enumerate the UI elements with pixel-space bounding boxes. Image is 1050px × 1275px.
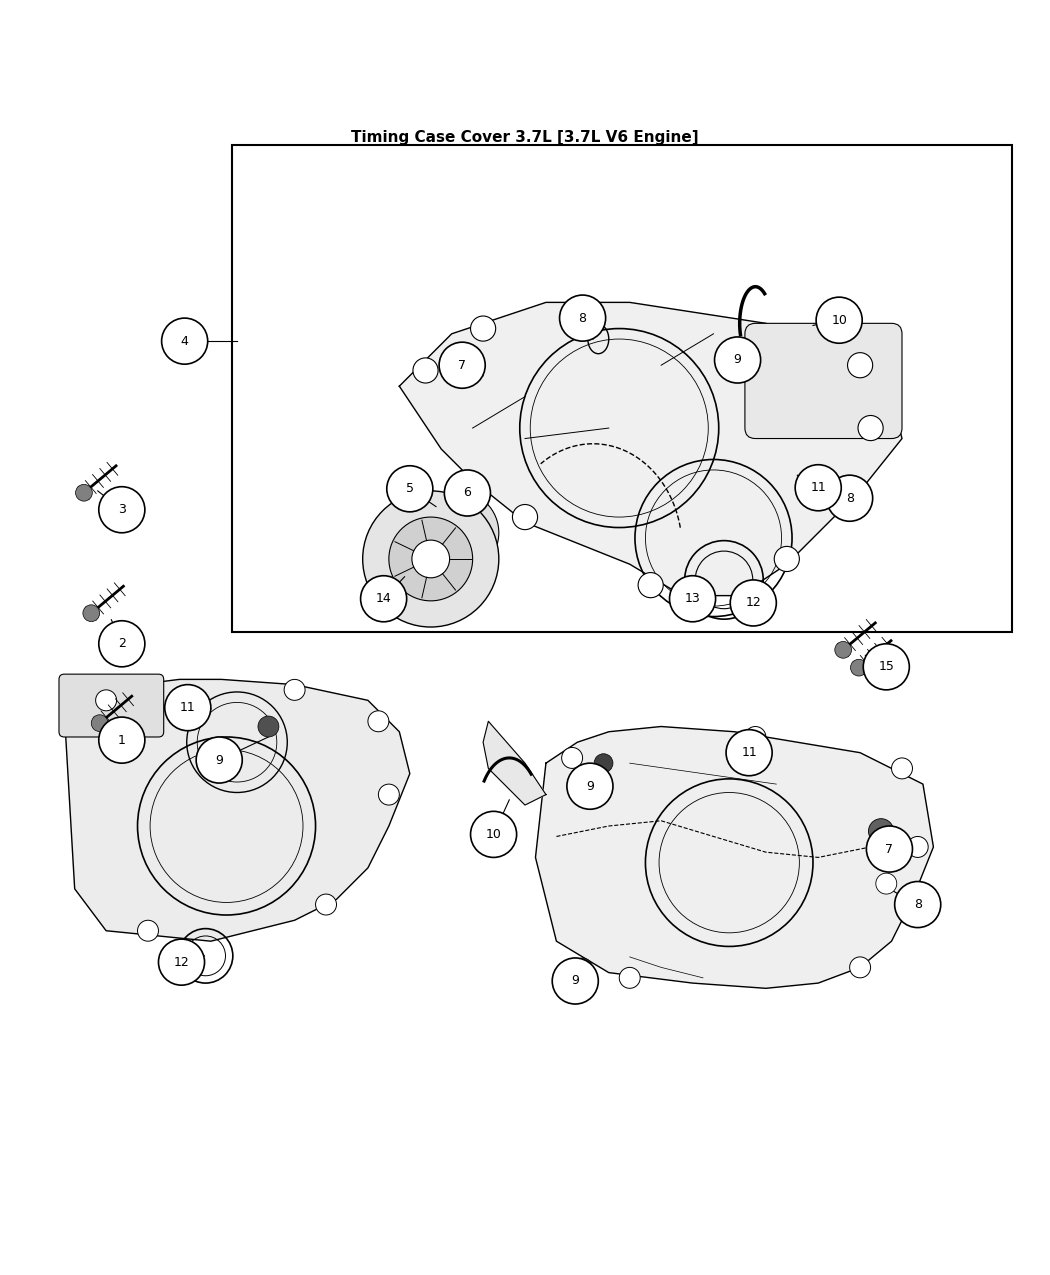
Circle shape — [83, 604, 100, 622]
Text: 8: 8 — [914, 898, 922, 912]
Circle shape — [316, 894, 336, 915]
Circle shape — [159, 940, 205, 986]
Polygon shape — [483, 722, 546, 805]
Circle shape — [891, 757, 912, 779]
Text: 6: 6 — [463, 487, 471, 500]
Circle shape — [907, 836, 928, 857]
Circle shape — [826, 476, 873, 521]
Circle shape — [512, 505, 538, 529]
Text: 2: 2 — [118, 638, 126, 650]
Circle shape — [716, 352, 732, 368]
Text: Timing Case Cover 3.7L [3.7L V6 Engine]: Timing Case Cover 3.7L [3.7L V6 Engine] — [351, 130, 699, 144]
Text: 9: 9 — [734, 353, 741, 366]
Circle shape — [850, 659, 867, 676]
Circle shape — [567, 764, 613, 810]
Circle shape — [895, 881, 941, 928]
Circle shape — [165, 685, 211, 731]
Text: 7: 7 — [458, 358, 466, 372]
Text: 11: 11 — [811, 481, 826, 495]
Circle shape — [444, 470, 490, 516]
Text: 14: 14 — [376, 593, 392, 606]
Bar — [232, 145, 1012, 632]
Circle shape — [620, 968, 640, 988]
Circle shape — [470, 811, 517, 857]
Polygon shape — [536, 727, 933, 988]
Text: 3: 3 — [118, 504, 126, 516]
Circle shape — [386, 465, 433, 511]
Text: 4: 4 — [181, 334, 189, 348]
Circle shape — [795, 464, 841, 511]
Circle shape — [412, 541, 449, 578]
Text: 1: 1 — [118, 733, 126, 747]
Text: 7: 7 — [885, 843, 894, 856]
Text: 8: 8 — [845, 492, 854, 505]
Circle shape — [744, 727, 765, 747]
Circle shape — [731, 347, 748, 363]
Circle shape — [96, 690, 117, 710]
Circle shape — [849, 958, 870, 978]
Circle shape — [560, 295, 606, 342]
Circle shape — [863, 644, 909, 690]
Circle shape — [573, 958, 592, 977]
Text: 12: 12 — [173, 956, 189, 969]
Circle shape — [138, 921, 159, 941]
Circle shape — [368, 710, 388, 732]
Circle shape — [162, 317, 208, 365]
Circle shape — [258, 717, 279, 737]
Circle shape — [866, 826, 912, 872]
Circle shape — [470, 316, 496, 342]
Circle shape — [726, 729, 772, 775]
Circle shape — [360, 576, 406, 622]
Polygon shape — [399, 302, 902, 595]
Text: 15: 15 — [879, 660, 895, 673]
Circle shape — [730, 580, 776, 626]
Text: 9: 9 — [215, 754, 224, 766]
Text: 13: 13 — [685, 593, 700, 606]
Circle shape — [99, 717, 145, 764]
Circle shape — [552, 958, 598, 1003]
Text: 10: 10 — [832, 314, 847, 326]
Text: 12: 12 — [746, 597, 761, 609]
Circle shape — [638, 572, 664, 598]
Text: 11: 11 — [741, 746, 757, 759]
Circle shape — [439, 342, 485, 389]
Text: 5: 5 — [405, 482, 414, 495]
Circle shape — [835, 641, 852, 658]
Circle shape — [91, 715, 108, 732]
Polygon shape — [64, 680, 410, 941]
Circle shape — [774, 547, 799, 571]
Circle shape — [285, 680, 306, 700]
Circle shape — [868, 819, 894, 844]
Circle shape — [562, 747, 583, 769]
Circle shape — [594, 754, 613, 773]
Circle shape — [413, 358, 438, 382]
Circle shape — [858, 416, 883, 441]
Circle shape — [378, 784, 399, 805]
Circle shape — [99, 621, 145, 667]
Circle shape — [816, 297, 862, 343]
Circle shape — [847, 353, 873, 377]
FancyBboxPatch shape — [744, 324, 902, 439]
Text: 10: 10 — [486, 827, 502, 842]
Circle shape — [76, 484, 92, 501]
Circle shape — [876, 873, 897, 894]
Circle shape — [415, 491, 499, 575]
Circle shape — [99, 487, 145, 533]
Text: 11: 11 — [180, 701, 195, 714]
Circle shape — [670, 576, 716, 622]
Circle shape — [196, 737, 243, 783]
Text: 8: 8 — [579, 311, 587, 325]
Text: 9: 9 — [571, 974, 580, 988]
Text: 9: 9 — [586, 780, 594, 793]
Circle shape — [388, 518, 472, 601]
FancyBboxPatch shape — [59, 674, 164, 737]
Circle shape — [362, 491, 499, 627]
Circle shape — [715, 337, 760, 382]
